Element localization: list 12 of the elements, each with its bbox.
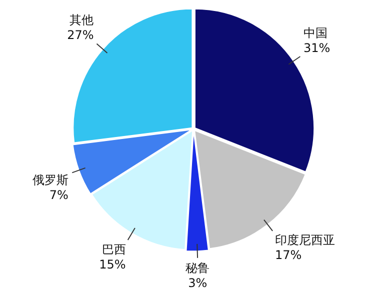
slice-label: 印度尼西亚 bbox=[275, 233, 336, 248]
data-label: 7% bbox=[49, 188, 68, 202]
data-label: 3% bbox=[188, 276, 208, 290]
data-label: 27% bbox=[67, 28, 94, 42]
slice-label: 巴西 bbox=[102, 242, 126, 256]
data-label: 31% bbox=[304, 41, 330, 56]
data-label: 17% bbox=[275, 248, 302, 262]
slice-label: 俄罗斯 bbox=[32, 173, 68, 188]
slice-label: 其他 bbox=[70, 13, 94, 28]
data-label: 15% bbox=[99, 257, 126, 272]
slice-label: 秘鲁 bbox=[186, 260, 210, 275]
slice-label: 中国 bbox=[304, 26, 328, 40]
